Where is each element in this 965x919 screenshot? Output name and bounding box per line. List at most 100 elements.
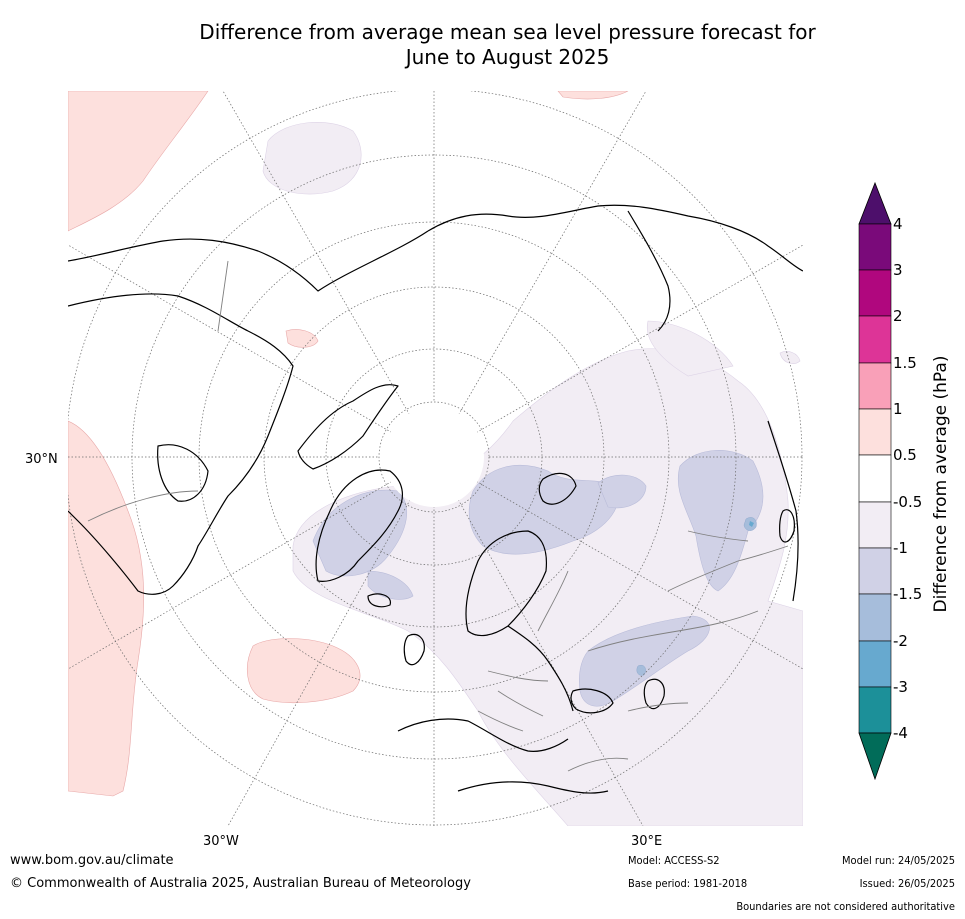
colorbar-bin-neg-3-4 [858,686,892,734]
positive-anomaly-pacific [68,420,144,797]
colorbar-tick-neg-4: -4 [893,724,908,742]
colorbar-tick-neg-2: -2 [893,632,908,650]
positive-anomaly-hudson [285,329,319,348]
moderate-negative-siberia [677,450,764,592]
colorbar-tick-neg-0.5: -0.5 [893,493,923,511]
lat-circle-40 [131,154,737,760]
colorbar-label: Difference from average (hPa) [931,355,951,613]
footer-issued: Issued: 26/05/2025 [859,877,955,890]
weak-negative-top [262,121,362,195]
colorbar-tick-neg-1: -1 [893,539,908,557]
mediterranean-coast [457,781,609,794]
country-borders [87,260,789,772]
strong-negative-patch-2 [636,665,646,676]
scandinavia-coast [465,530,548,637]
meridian-120e [433,244,803,458]
positive-anomaly-top [557,91,629,100]
colorbar-tick-4: 4 [893,215,903,233]
black-sea-coast [570,688,614,714]
border-russia-china [667,545,789,592]
border-europe-2 [497,690,544,717]
east-asia-coast [767,420,799,602]
kamchatka-coast [627,210,671,332]
colorbar-tick-2: 2 [893,307,903,325]
uk-coast [403,633,425,666]
footer-model: Model: ACCESS-S2 [628,854,720,867]
border-middle-east [567,757,629,772]
meridian-30e [433,456,644,826]
title-line-1: Difference from average mean sea level p… [199,20,816,44]
colorbar [858,181,892,780]
colorbar-bin-3-4 [858,223,892,271]
moderate-negative-barents [468,465,619,555]
meridian-150w [222,91,435,458]
polar-map [68,91,803,826]
colorbar-tick-3: 3 [893,261,903,279]
border-china-mongolia [687,530,749,542]
japan-coast [779,509,795,543]
colorbar-bin-neg-2-3 [858,640,892,688]
map-title: Difference from average mean sea level p… [120,20,895,70]
footer-model-run: Model run: 24/05/2025 [842,854,955,867]
moderate-negative-central-asia [578,615,710,707]
border-canada-usa [87,490,199,522]
north-america-coast [68,293,294,595]
very-strong-negative-patch [749,521,754,527]
colorbar-tick-0.5: 0.5 [893,446,917,464]
europe-north-coast [507,625,574,712]
colorbar-bin-neg-0.5-1 [858,501,892,549]
iceland-coast [367,593,392,608]
colorbar-tick-1.5: 1.5 [893,354,917,372]
siberia-north-coast [427,204,803,272]
europe-south-coast [397,718,569,752]
colorbar-bin-neutral [858,454,892,503]
footer-copyright: © Commonwealth of Australia 2025, Austra… [10,876,471,891]
moderate-negative-kara [597,474,647,509]
border-alaska-canada [217,260,229,332]
colorbar-tick-neg-1.5: -1.5 [893,585,923,603]
colorbar-bin-2-3 [858,269,892,317]
lon-label-30w: 30°W [203,834,239,849]
greenland-coast [315,469,404,582]
moderate-negative-greenland [312,489,407,577]
canadian-archipelago-coast [297,384,399,470]
moderate-negative-anomaly-areas [312,450,764,707]
title-line-2: June to August 2025 [405,45,610,69]
colorbar-bin-1-1.5 [858,362,892,410]
positive-anomaly-central-atlantic [247,638,361,703]
lon-label-30e: 30°E [631,834,663,849]
meridian-150e [433,91,647,458]
colorbar-bin-0.5-1 [858,408,892,456]
hudson-bay-coast [157,444,209,502]
colorbar-bin-1.5-2 [858,315,892,364]
meridian-120w [68,244,435,458]
weak-negative-siberia-east [646,320,734,377]
border-central-asia [627,702,689,712]
colorbar-bin-neg-1-1.5 [858,547,892,595]
novaya-zemlya-coast [538,472,577,505]
positive-anomaly-nw-atlantic [68,91,209,232]
border-europe-3 [477,710,524,732]
colorbar-extend-min [858,732,892,780]
meridian-60e [433,456,803,670]
colorbar-bin-neg-1.5-2 [858,593,892,642]
caspian-coast [643,678,665,710]
colorbar-extend-max [858,181,892,225]
footer-base-period: Base period: 1981-2018 [628,877,748,890]
weak-negative-small-east [779,351,801,364]
polar-hole [384,407,484,507]
footer-disclaimer: Boundaries are not considered authoritat… [736,900,955,913]
alaska-siberia-coast [68,230,429,292]
moderate-negative-greenland-south [367,570,414,600]
footer-website: www.bom.gov.au/climate [10,853,174,868]
colorbar-tick-neg-3: -3 [893,678,908,696]
positive-anomaly-areas [68,91,629,797]
weak-negative-anomaly-areas [262,121,803,826]
map-canvas [68,91,803,826]
lat-label-30n: 30°N [25,452,58,467]
coastlines [68,204,803,794]
border-russia-west [537,570,569,632]
lat-circle-60 [263,286,605,628]
meridian-60w [68,456,435,670]
colorbar-tick-1: 1 [893,400,903,418]
